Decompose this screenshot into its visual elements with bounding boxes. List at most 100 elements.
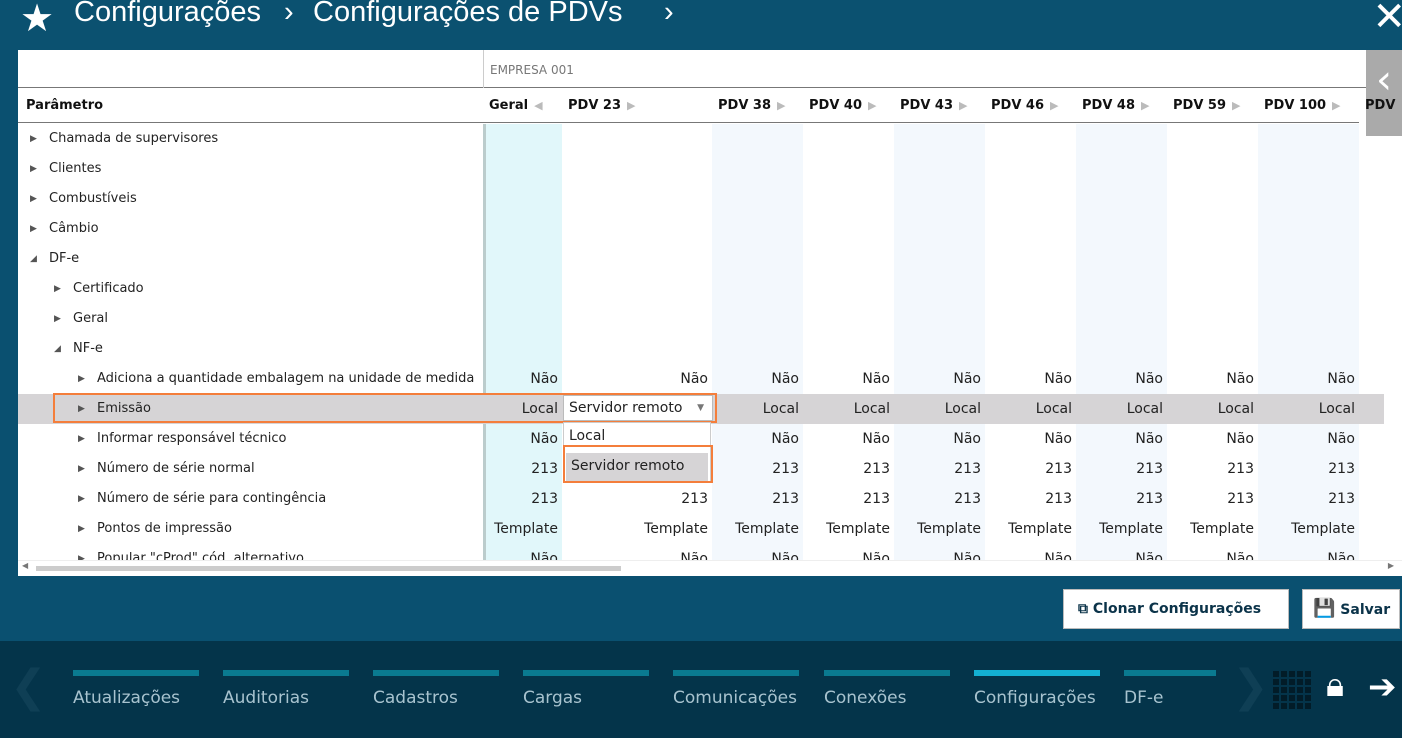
collapsed-icon[interactable]: ▶	[30, 224, 37, 234]
table-row[interactable]: ▶ Combustíveis	[18, 184, 1384, 214]
expand-right-icon[interactable]: ▶	[868, 99, 877, 112]
cell-value[interactable]: Não	[530, 371, 558, 387]
collapsed-icon[interactable]: ▶	[30, 194, 37, 204]
table-row[interactable]: ▶ Clientes	[18, 154, 1384, 184]
collapsed-icon[interactable]: ▶	[78, 374, 85, 384]
scroll-thumb[interactable]	[36, 566, 621, 571]
collapsed-icon[interactable]: ▶	[78, 434, 85, 444]
emissao-dropdown[interactable]: Servidor remoto ▼	[563, 395, 713, 421]
expand-right-icon[interactable]: ▶	[1050, 99, 1059, 112]
cell-value[interactable]: Local	[944, 401, 981, 417]
cell-value[interactable]: 213	[772, 461, 799, 477]
option-servidor-remoto[interactable]: Servidor remoto	[566, 453, 708, 481]
table-row[interactable]: ▶ Certificado	[18, 274, 1384, 304]
nav-tab[interactable]: Auditorias	[223, 670, 349, 708]
cell-value[interactable]: Template	[826, 521, 890, 537]
cell-value[interactable]: Não	[680, 371, 708, 387]
cell-value[interactable]: Não	[530, 431, 558, 447]
cell-value[interactable]: Template	[917, 521, 981, 537]
cell-value[interactable]: Não	[1044, 371, 1072, 387]
cell-value[interactable]: 213	[531, 461, 558, 477]
cell-value[interactable]: Template	[735, 521, 799, 537]
cell-value[interactable]: Local	[1318, 401, 1355, 417]
expand-right-icon[interactable]: ▶	[1232, 99, 1241, 112]
option-local[interactable]: Local	[569, 428, 606, 444]
column-header[interactable]: Geral ◀	[489, 88, 543, 123]
cell-value[interactable]: Não	[862, 371, 890, 387]
cell-value[interactable]: 213	[954, 491, 981, 507]
cell-value[interactable]: Local	[1035, 401, 1072, 417]
collapsed-icon[interactable]: ▶	[54, 314, 61, 324]
cell-value[interactable]: Não	[1044, 431, 1072, 447]
column-header[interactable]: PDV 46 ▶	[991, 88, 1058, 123]
cell-value[interactable]: Não	[771, 431, 799, 447]
nav-tab[interactable]: Atualizações	[73, 670, 199, 708]
collapsed-icon[interactable]: ▶	[78, 524, 85, 534]
cell-value[interactable]: Não	[1226, 371, 1254, 387]
table-row[interactable]: ▶ Geral	[18, 304, 1384, 334]
cell-value[interactable]: Local	[762, 401, 799, 417]
close-icon[interactable]: ✕	[1372, 0, 1402, 40]
cell-value[interactable]: Template	[1008, 521, 1072, 537]
column-header[interactable]: PDV	[1365, 88, 1395, 123]
table-row[interactable]: ▶ Chamada de supervisores	[18, 124, 1384, 154]
expand-right-icon[interactable]: ▶	[777, 99, 786, 112]
cell-value[interactable]: Não	[953, 431, 981, 447]
cell-value[interactable]: 213	[1045, 491, 1072, 507]
lock-icon[interactable]: 🔒︎	[1326, 665, 1345, 705]
collapsed-icon[interactable]: ▶	[78, 464, 85, 474]
column-header[interactable]: PDV 43 ▶	[900, 88, 967, 123]
collapsed-icon[interactable]: ▶	[30, 134, 37, 144]
cell-value[interactable]: 213	[772, 491, 799, 507]
column-header[interactable]: PDV 100 ▶	[1264, 88, 1341, 123]
cell-value[interactable]: Não	[1135, 431, 1163, 447]
table-row[interactable]: ◢ DF-e	[18, 244, 1384, 274]
cell-value[interactable]: 213	[1136, 491, 1163, 507]
cell-value[interactable]: Template	[494, 521, 558, 537]
breadcrumb-configuracoes[interactable]: Configurações	[74, 0, 261, 28]
cell-value[interactable]: Não	[953, 371, 981, 387]
cell-value[interactable]: Não	[1327, 371, 1355, 387]
cell-value[interactable]: Não	[771, 371, 799, 387]
cell-value[interactable]: Template	[1190, 521, 1254, 537]
cell-value[interactable]: 213	[1227, 491, 1254, 507]
cell-value[interactable]: 213	[1045, 461, 1072, 477]
collapse-left-icon[interactable]: ◀	[534, 99, 543, 112]
cell-value[interactable]: Não	[1327, 431, 1355, 447]
clone-config-button[interactable]: ⧉ Clonar Configurações	[1063, 589, 1289, 629]
collapsed-icon[interactable]: ▶	[78, 554, 85, 564]
cell-value[interactable]: Local	[853, 401, 890, 417]
collapsed-icon[interactable]: ▶	[30, 164, 37, 174]
apps-grid-icon[interactable]	[1273, 671, 1311, 709]
expand-right-icon[interactable]: ▶	[1141, 99, 1150, 112]
cell-value[interactable]: 213	[1227, 461, 1254, 477]
breadcrumb-pdvs[interactable]: Configurações de PDVs	[313, 0, 623, 28]
cell-value[interactable]: 213	[681, 491, 708, 507]
collapsed-icon[interactable]: ▶	[78, 404, 85, 414]
expand-right-icon[interactable]: ▶	[627, 99, 636, 112]
cell-value[interactable]: 213	[1136, 461, 1163, 477]
nav-tab[interactable]: Conexões	[824, 670, 950, 708]
collapsed-icon[interactable]: ▶	[54, 284, 61, 294]
cell-value[interactable]: Template	[1291, 521, 1355, 537]
expanded-icon[interactable]: ◢	[54, 344, 61, 354]
cell-value[interactable]: Local	[521, 401, 558, 417]
cell-value[interactable]: Local	[1217, 401, 1254, 417]
expand-right-icon[interactable]: ▶	[1332, 99, 1341, 112]
cell-value[interactable]: Template	[644, 521, 708, 537]
nav-tab[interactable]: Comunicações	[673, 670, 799, 708]
expanded-icon[interactable]: ◢	[30, 254, 37, 264]
nav-tab[interactable]: Cargas	[523, 670, 649, 708]
cell-value[interactable]: Template	[1099, 521, 1163, 537]
horizontal-scrollbar[interactable]: ◀ ▶	[18, 560, 1402, 576]
expand-right-icon[interactable]: ▶	[959, 99, 968, 112]
table-row[interactable]: ◢ NF-e	[18, 334, 1384, 364]
cell-value[interactable]: 213	[1328, 491, 1355, 507]
table-row[interactable]: ▶ Pontos de impressão Template Template Tem…	[18, 514, 1384, 544]
nav-prev-icon[interactable]: ❮	[10, 661, 47, 712]
column-header[interactable]: PDV 59 ▶	[1173, 88, 1240, 123]
star-icon[interactable]: ★	[20, 0, 55, 40]
column-header[interactable]: PDV 38 ▶	[718, 88, 785, 123]
logout-arrow-icon[interactable]: ➔	[1368, 667, 1397, 707]
cell-value[interactable]: Não	[1135, 371, 1163, 387]
